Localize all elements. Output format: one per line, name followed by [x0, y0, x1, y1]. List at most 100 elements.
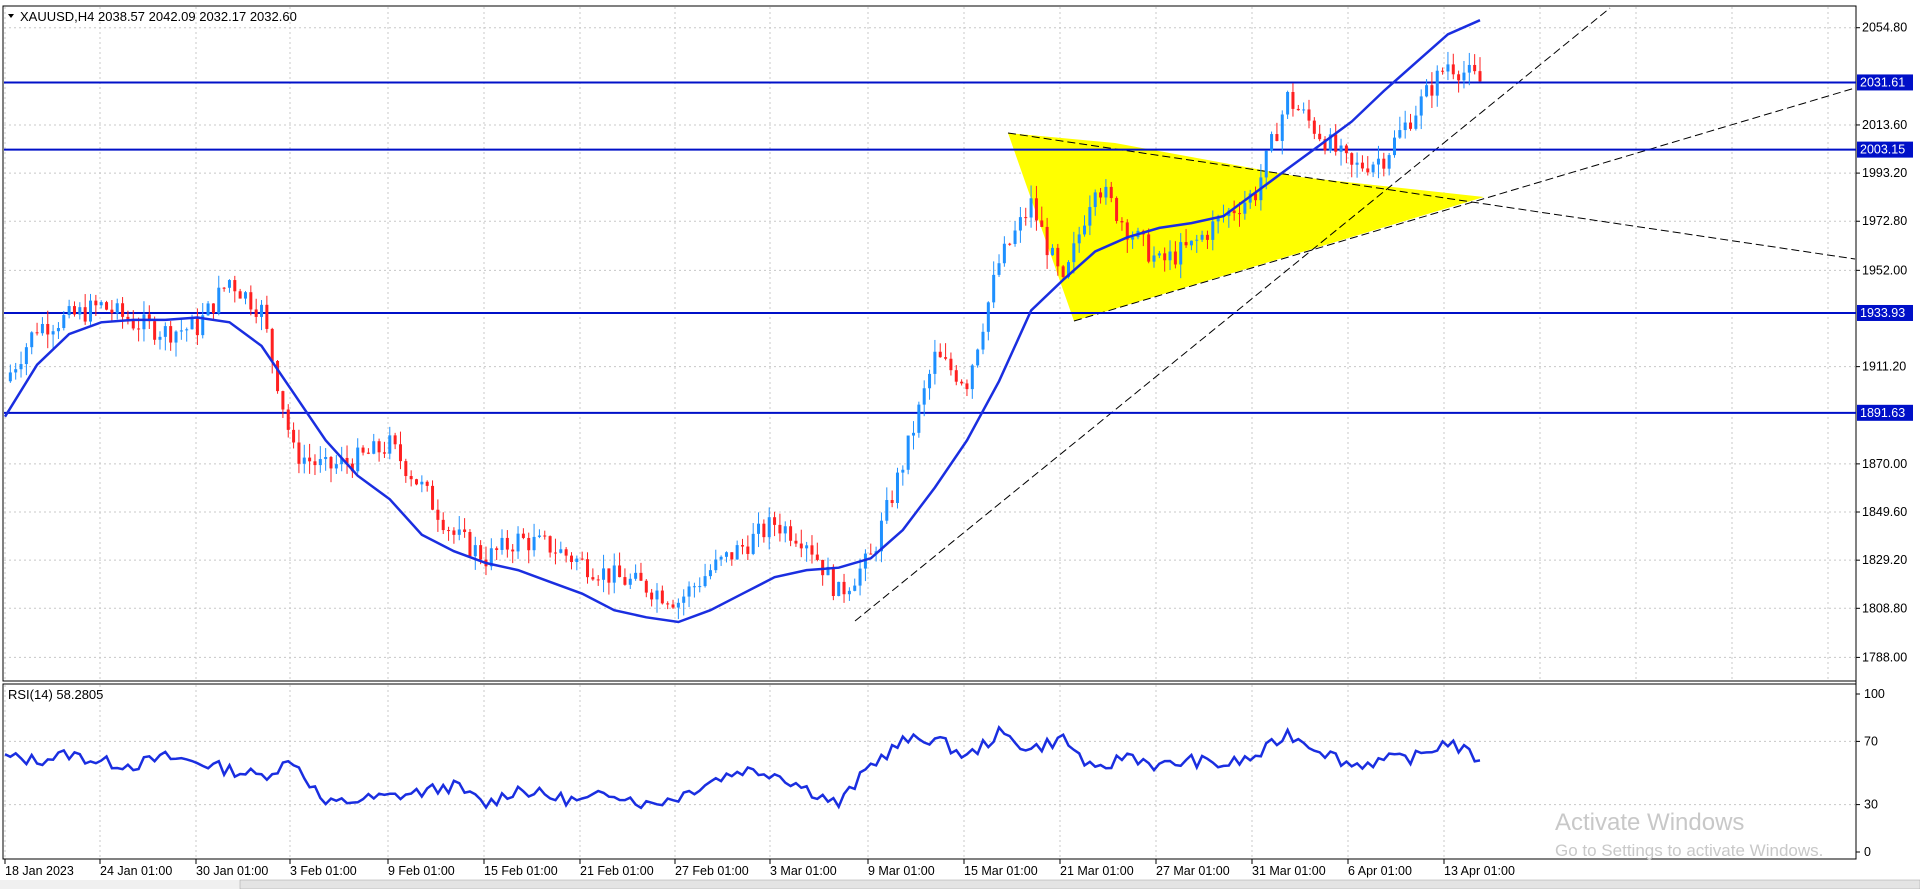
- horizontal-levels[interactable]: [4, 81, 1856, 414]
- candle-body: [1232, 210, 1236, 214]
- candle-body: [393, 435, 397, 445]
- candle-body: [1350, 153, 1354, 165]
- candle-body: [944, 357, 948, 359]
- candle-body: [404, 461, 408, 477]
- candle-body: [1018, 217, 1022, 231]
- candle-body: [473, 545, 477, 557]
- candle-body: [1473, 64, 1477, 72]
- candle-body: [992, 274, 996, 303]
- moving-average-line: [3, 19, 1481, 624]
- candle-body: [243, 292, 247, 299]
- candle-body: [794, 540, 798, 544]
- time-tick-label: 9 Feb 01:00: [388, 864, 455, 878]
- candle-body: [1104, 186, 1108, 198]
- symbol-header[interactable]: XAUUSD,H4 2038.57 2042.09 2032.17 2032.6…: [8, 9, 297, 24]
- candle-body: [537, 535, 541, 537]
- candle-body: [602, 568, 606, 580]
- candle-body: [190, 318, 194, 330]
- candle-body: [431, 485, 435, 510]
- time-axis: 18 Jan 2023 24 Jan 01:00 30 Jan 01:00 3 Feb…: [4, 859, 1515, 878]
- candle-body: [1275, 134, 1279, 141]
- candle-body: [1435, 70, 1439, 96]
- candle-body: [895, 472, 899, 503]
- price-tick-label: 1849.60: [1862, 505, 1907, 519]
- candle-body: [708, 570, 712, 577]
- chart-tab-scroll[interactable]: [239, 879, 1920, 890]
- rsi-tick-label: 100: [1864, 687, 1885, 701]
- candle-body: [1254, 193, 1258, 201]
- candle-body: [965, 383, 969, 390]
- candle-body: [933, 351, 937, 374]
- level-price-tag: 1891.63: [1857, 404, 1913, 421]
- candle-body: [1077, 234, 1081, 244]
- main-chart-frame: [2, 5, 1857, 682]
- time-tick-label: 27 Feb 01:00: [675, 864, 749, 878]
- level-tag-label: 2031.61: [1860, 75, 1905, 89]
- candle-body: [783, 526, 787, 534]
- candle-body: [1120, 221, 1124, 223]
- candle-body: [1125, 222, 1129, 240]
- candle-body: [398, 444, 402, 462]
- candle-body: [1334, 134, 1338, 152]
- candle-body: [1446, 64, 1450, 72]
- level-price-tag: 2003.15: [1857, 141, 1913, 158]
- candle-body: [1409, 122, 1413, 129]
- candle-body: [810, 545, 814, 555]
- dropdown-triangle-icon[interactable]: [8, 14, 14, 18]
- candle-body: [1441, 70, 1445, 72]
- candle-body: [906, 435, 910, 470]
- candle-body: [1131, 237, 1135, 240]
- candle-body: [1056, 247, 1060, 267]
- candle-body: [1457, 74, 1461, 81]
- candle-body: [1013, 230, 1017, 244]
- candle-body: [1323, 139, 1327, 151]
- candle-body: [302, 457, 306, 464]
- rsi-tick-label: 0: [1864, 845, 1871, 859]
- candle-body: [799, 543, 803, 549]
- candle-body: [586, 559, 590, 578]
- candle-body: [1093, 192, 1097, 207]
- candle-body: [516, 533, 520, 552]
- candle-body: [885, 500, 889, 521]
- candle-body: [276, 360, 280, 392]
- candle-body: [767, 517, 771, 538]
- candle-body: [569, 555, 573, 562]
- time-tick-label: 13 Apr 01:00: [1444, 864, 1515, 878]
- candle-body: [1291, 92, 1295, 109]
- candle-body: [837, 581, 841, 596]
- candle-body: [1286, 92, 1290, 115]
- candle-body: [1189, 240, 1193, 246]
- candle-body: [831, 566, 835, 596]
- candle-body: [222, 287, 226, 289]
- trendline-up-steep: [854, 7, 1611, 622]
- candle-body: [1371, 164, 1375, 173]
- candle-body: [901, 469, 905, 473]
- candle-body: [67, 306, 71, 316]
- candle-body: [548, 536, 552, 553]
- candle-body: [1024, 217, 1028, 219]
- candle-body: [1050, 247, 1054, 256]
- candle-body: [1163, 253, 1167, 261]
- candle-body: [505, 537, 509, 550]
- triangle-pattern: [1008, 133, 1484, 321]
- candle-body: [997, 263, 1001, 275]
- candle-body: [297, 442, 301, 464]
- candle-body: [912, 432, 916, 436]
- level-tag-label: 2003.15: [1860, 143, 1905, 157]
- rsi-tick-label: 30: [1864, 798, 1878, 812]
- activate-windows-title: Activate Windows: [1555, 809, 1744, 836]
- candle-body: [233, 280, 237, 292]
- candle-body: [260, 304, 264, 317]
- candle-body: [890, 500, 894, 503]
- candle-body: [1462, 72, 1466, 81]
- candle-body: [805, 545, 809, 549]
- candle-body: [1195, 239, 1199, 241]
- candle-body: [1072, 243, 1076, 263]
- candle-body: [388, 435, 392, 454]
- candle-body: [1467, 64, 1471, 73]
- candle-body: [30, 332, 34, 348]
- candle-body: [436, 509, 440, 520]
- triangle-fill: [1008, 133, 1484, 321]
